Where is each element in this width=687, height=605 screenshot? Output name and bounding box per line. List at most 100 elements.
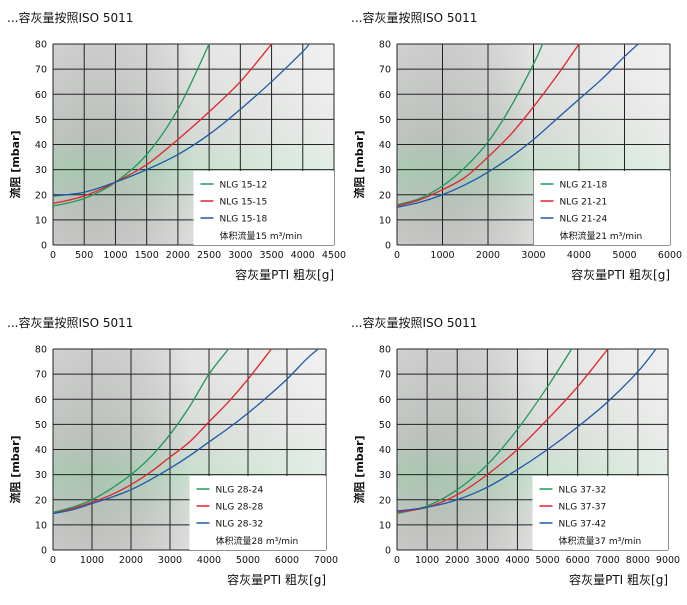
x-axis-label: 容灰量PTI 粗灰[g] <box>227 572 326 587</box>
x-tick-label: 5000 <box>236 555 260 566</box>
legend-box <box>189 476 326 550</box>
legend-entry: NLG 21-24 <box>560 215 608 225</box>
legend-entry: NLG 15-18 <box>220 215 268 225</box>
x-tick-label: 3000 <box>475 555 499 566</box>
y-tick-label: 60 <box>35 395 47 406</box>
y-tick-label: 80 <box>35 40 47 51</box>
y-tick-label: 70 <box>35 65 47 76</box>
y-tick-label: 80 <box>379 345 391 356</box>
series-line <box>396 43 639 208</box>
series-line <box>396 43 544 206</box>
x-axis-label: 容灰量PTI 粗灰[g] <box>235 267 334 282</box>
x-tick-label: 0 <box>50 555 56 566</box>
x-tick-label: 5000 <box>535 555 559 566</box>
y-tick-label: 50 <box>35 115 47 126</box>
chart-svg-4: 0 1000 2000 3000 4000 5000 6000 7000 8000 9000 0 10… <box>351 315 680 587</box>
y-tick-label: 30 <box>35 470 47 481</box>
y-tick-label: 30 <box>379 165 391 176</box>
y-tick-label: 70 <box>35 370 47 381</box>
y-tick-label: 70 <box>379 370 391 381</box>
legend-entry: NLG 28-28 <box>216 503 264 513</box>
legend-entry: NLG 28-32 <box>216 520 264 530</box>
x-tick-label: 2000 <box>445 555 469 566</box>
series-line <box>52 43 273 205</box>
legend-note: 体积流量15 m³/min <box>220 230 303 242</box>
y-tick-label: 10 <box>35 215 47 226</box>
x-tick-label: 6000 <box>275 555 299 566</box>
y-tick-label: 0 <box>41 241 47 252</box>
x-tick-label: 6000 <box>566 555 590 566</box>
y-tick-label: 40 <box>379 140 391 151</box>
y-tick-label: 50 <box>35 420 47 431</box>
legend-box <box>532 476 668 550</box>
chart-title: ...容灰量按照ISO 5011 <box>7 315 133 330</box>
x-tick-label: 0 <box>394 250 400 261</box>
x-tick-label: 2500 <box>197 250 221 261</box>
chart-panel-3: 0 1000 2000 3000 4000 5000 6000 7000 0 10 20 30 40 50… <box>0 305 343 605</box>
y-axis-label: 流阻 [mbar] <box>8 130 22 198</box>
y-axis-label: 流阻 [mbar] <box>8 435 22 503</box>
x-axis-label: 容灰量PTI 粗灰[g] <box>571 267 670 282</box>
series-line <box>52 43 210 207</box>
x-tick-label: 5000 <box>612 250 636 261</box>
y-tick-label: 30 <box>379 470 391 481</box>
series-line <box>396 348 657 512</box>
legend-entry: NLG 21-21 <box>560 198 608 208</box>
legend-entry: NLG 15-15 <box>220 198 268 208</box>
chart-panel-2: 0 1000 2000 3000 4000 5000 6000 0 10 20 30 40 50 60 70… <box>344 0 687 300</box>
legend-entry: NLG 37-32 <box>559 486 607 496</box>
y-tick-label: 10 <box>379 215 391 226</box>
x-tick-label: 6000 <box>658 250 682 261</box>
y-tick-label: 20 <box>379 190 391 201</box>
x-tick-label: 3000 <box>228 250 252 261</box>
legend-note: 体积流量37 m³/min <box>559 535 642 547</box>
y-tick-label: 30 <box>35 165 47 176</box>
y-tick-label: 0 <box>385 241 391 252</box>
legend-entry: NLG 28-24 <box>216 486 264 496</box>
x-tick-label: 1000 <box>80 555 104 566</box>
legend-note: 体积流量28 m³/min <box>216 535 299 547</box>
legend-note: 体积流量21 m³/min <box>560 230 643 242</box>
x-tick-label: 2000 <box>119 555 143 566</box>
x-tick-label: 3000 <box>521 250 545 261</box>
series-line <box>52 348 272 515</box>
chart-title: ...容灰量按照ISO 5011 <box>7 10 133 25</box>
x-tick-label: 2000 <box>166 250 190 261</box>
chart-svg-1: 0 500 1000 1500 2000 2500 3000 3500 4000 4500 0 10 2… <box>7 10 346 282</box>
x-tick-label: 7000 <box>596 555 620 566</box>
y-tick-label: 40 <box>35 445 47 456</box>
x-axis-label: 容灰量PTI 粗灰[g] <box>569 572 668 587</box>
x-tick-label: 1000 <box>430 250 454 261</box>
x-tick-label: 4000 <box>197 555 221 566</box>
y-tick-label: 10 <box>35 520 47 531</box>
y-tick-label: 80 <box>35 345 47 356</box>
y-tick-label: 40 <box>379 445 391 456</box>
x-tick-label: 9000 <box>656 555 680 566</box>
x-tick-label: 500 <box>75 250 93 261</box>
series-line <box>396 348 573 515</box>
series-line <box>52 348 319 515</box>
y-tick-label: 20 <box>35 190 47 201</box>
chart-panel-4: 0 1000 2000 3000 4000 5000 6000 7000 8000 9000 0 10… <box>344 305 687 605</box>
x-tick-label: 7000 <box>314 555 338 566</box>
x-tick-label: 2000 <box>476 250 500 261</box>
x-tick-label: 1500 <box>135 250 159 261</box>
y-tick-label: 60 <box>379 395 391 406</box>
series-line <box>52 43 310 197</box>
y-tick-label: 0 <box>41 546 47 557</box>
y-axis-label: 流阻 [mbar] <box>352 435 366 503</box>
y-axis-label: 流阻 [mbar] <box>352 130 366 198</box>
x-tick-label: 0 <box>394 555 400 566</box>
chart-svg-2: 0 1000 2000 3000 4000 5000 6000 0 10 20 30 40 50 60 70… <box>351 10 682 282</box>
legend-box <box>533 171 670 245</box>
y-tick-label: 60 <box>379 90 391 101</box>
x-tick-label: 3000 <box>158 555 182 566</box>
y-tick-label: 10 <box>379 520 391 531</box>
x-tick-label: 1000 <box>415 555 439 566</box>
x-tick-label: 8000 <box>626 555 650 566</box>
legend-entry: NLG 21-18 <box>560 181 608 191</box>
x-tick-label: 1000 <box>103 250 127 261</box>
y-tick-label: 0 <box>385 546 391 557</box>
legend-box <box>193 171 334 245</box>
